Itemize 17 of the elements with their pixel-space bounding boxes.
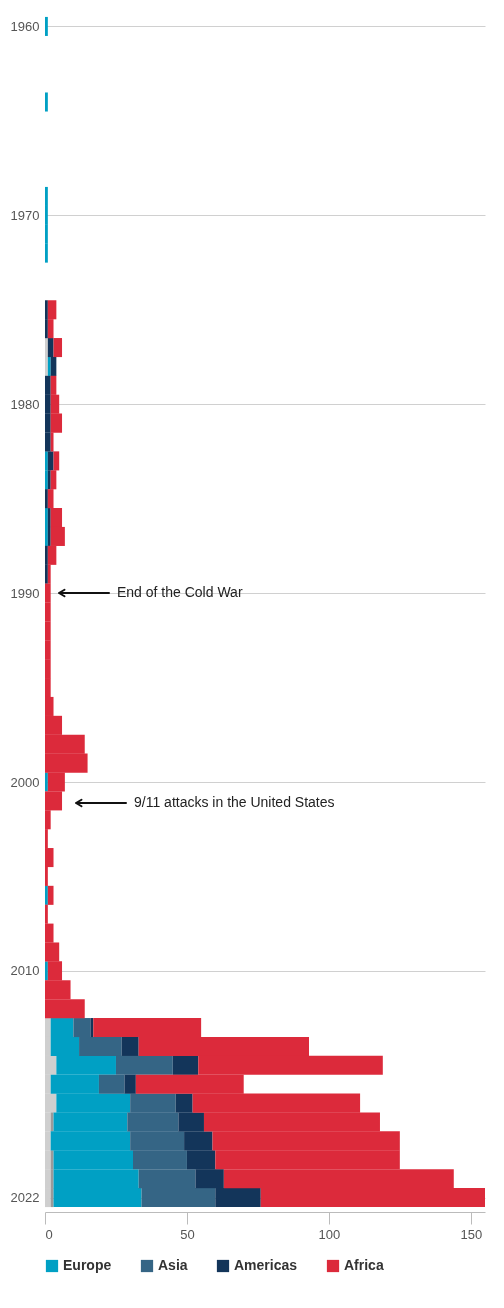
x-tick-label: 50 [180,1226,195,1242]
x-tick-label: 100 [318,1226,341,1242]
y-tick-label: 2000 [10,774,40,790]
x-tick-label: 150 [460,1226,483,1242]
y-tick-label: 1970 [10,207,40,223]
legend-label: Europe [63,1257,112,1273]
legend-label: Africa [344,1257,384,1273]
annotation: 9/11 attacks in the United States [134,794,335,810]
x-tick-label: 0 [45,1226,53,1242]
y-tick-label: 2010 [10,963,40,979]
legend-label: Americas [234,1257,298,1273]
legend-label: Asia [158,1257,188,1273]
annotation: End of the Cold War [117,584,243,600]
y-tick-label: 1960 [10,18,40,34]
y-tick-label: 1990 [10,585,40,601]
y-tick-label: 2022 [10,1190,40,1206]
y-tick-label: 1980 [10,396,40,412]
